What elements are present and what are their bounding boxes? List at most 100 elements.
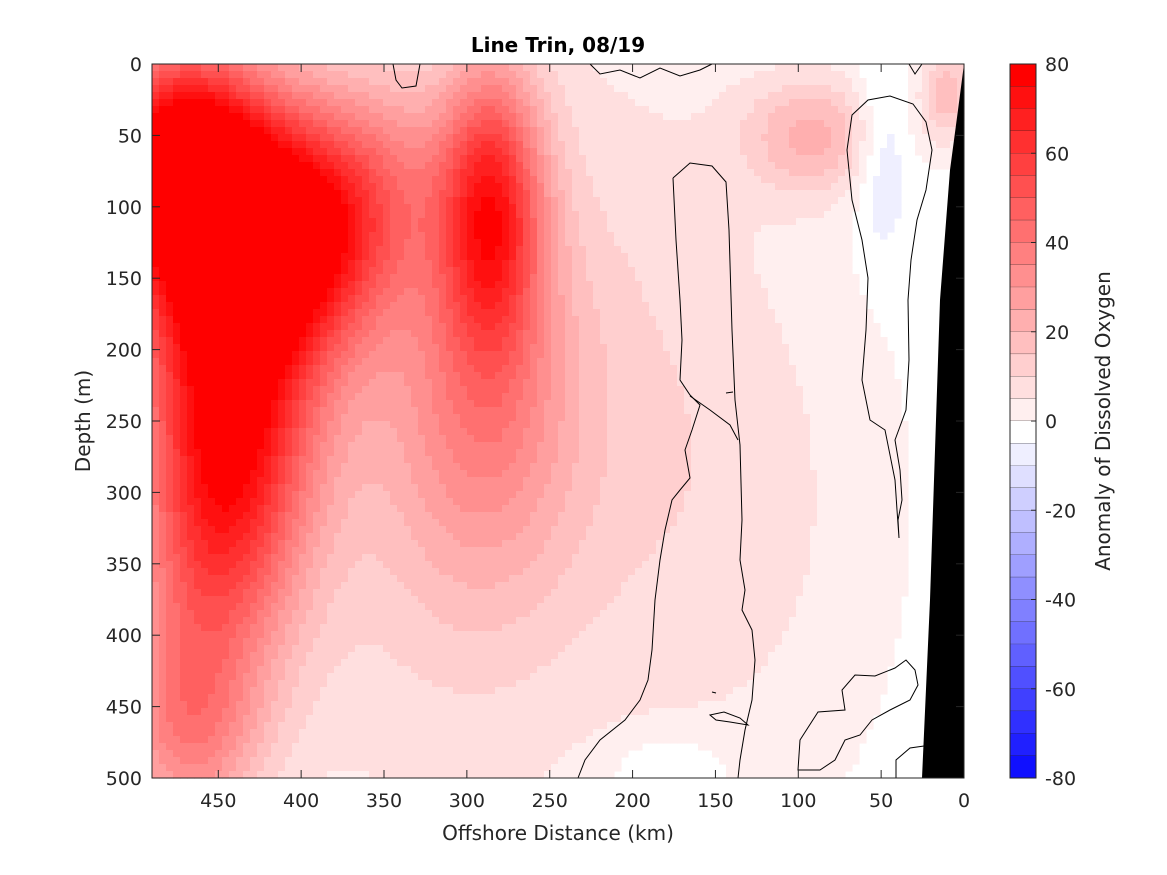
field-cell	[530, 99, 538, 107]
field-cell	[369, 351, 377, 359]
field-cell	[159, 302, 167, 310]
field-cell	[159, 323, 167, 331]
field-cell	[439, 365, 447, 373]
field-cell	[495, 197, 503, 205]
field-cell	[502, 379, 510, 387]
field-cell	[691, 239, 699, 247]
field-cell	[782, 113, 790, 121]
field-cell	[908, 106, 916, 114]
field-cell	[845, 211, 853, 219]
field-cell	[383, 197, 391, 205]
field-cell	[355, 253, 363, 261]
field-cell	[166, 92, 174, 100]
field-cell	[222, 169, 230, 177]
field-cell	[159, 155, 167, 163]
field-cell	[817, 323, 825, 331]
field-cell	[600, 148, 608, 156]
field-cell	[243, 64, 251, 72]
field-cell	[761, 120, 769, 128]
field-cell	[642, 190, 650, 198]
field-cell	[467, 148, 475, 156]
field-cell	[516, 211, 524, 219]
field-cell	[523, 274, 531, 282]
field-cell	[761, 274, 769, 282]
field-cell	[327, 379, 335, 387]
field-cell	[726, 295, 734, 303]
field-cell	[390, 211, 398, 219]
field-cell	[390, 323, 398, 331]
field-cell	[719, 239, 727, 247]
field-cell	[369, 190, 377, 198]
field-cell	[922, 99, 930, 107]
field-cell	[341, 386, 349, 394]
field-cell	[292, 295, 300, 303]
field-cell	[222, 225, 230, 233]
field-cell	[712, 169, 720, 177]
field-cell	[572, 169, 580, 177]
field-cell	[390, 85, 398, 93]
field-cell	[852, 127, 860, 135]
field-cell	[810, 365, 818, 373]
field-cell	[376, 127, 384, 135]
field-cell	[411, 344, 419, 352]
field-cell	[229, 323, 237, 331]
field-cell	[705, 99, 713, 107]
field-cell	[166, 120, 174, 128]
field-cell	[894, 162, 902, 170]
field-cell	[607, 267, 615, 275]
field-cell	[229, 358, 237, 366]
field-cell	[565, 106, 573, 114]
field-cell	[299, 379, 307, 387]
field-cell	[411, 211, 419, 219]
field-cell	[726, 148, 734, 156]
field-cell	[565, 351, 573, 359]
field-cell	[537, 260, 545, 268]
field-cell	[614, 134, 622, 142]
field-cell	[306, 197, 314, 205]
field-cell	[810, 106, 818, 114]
field-cell	[565, 204, 573, 212]
field-cell	[614, 190, 622, 198]
field-cell	[432, 204, 440, 212]
field-cell	[614, 239, 622, 247]
field-cell	[460, 183, 468, 191]
field-cell	[257, 281, 265, 289]
field-cell	[285, 330, 293, 338]
field-cell	[754, 211, 762, 219]
field-cell	[810, 330, 818, 338]
field-cell	[222, 365, 230, 373]
field-cell	[663, 92, 671, 100]
field-cell	[327, 344, 335, 352]
field-cell	[460, 197, 468, 205]
field-cell	[194, 176, 202, 184]
field-cell	[264, 274, 272, 282]
field-cell	[775, 253, 783, 261]
field-cell	[810, 162, 818, 170]
field-cell	[376, 309, 384, 317]
field-cell	[621, 232, 629, 240]
field-cell	[201, 316, 209, 324]
field-cell	[558, 85, 566, 93]
field-cell	[705, 78, 713, 86]
field-cell	[754, 92, 762, 100]
field-cell	[264, 120, 272, 128]
field-cell	[642, 141, 650, 149]
field-cell	[831, 106, 839, 114]
field-cell	[425, 323, 433, 331]
field-cell	[761, 127, 769, 135]
field-cell	[229, 204, 237, 212]
field-cell	[586, 260, 594, 268]
field-cell	[705, 176, 713, 184]
field-cell	[677, 344, 685, 352]
field-cell	[509, 211, 517, 219]
field-cell	[320, 225, 328, 233]
field-cell	[152, 148, 160, 156]
field-cell	[915, 127, 923, 135]
field-cell	[789, 155, 797, 163]
field-cell	[572, 183, 580, 191]
field-cell	[243, 190, 251, 198]
field-cell	[593, 232, 601, 240]
field-cell	[810, 302, 818, 310]
field-cell	[775, 267, 783, 275]
field-cell	[488, 176, 496, 184]
